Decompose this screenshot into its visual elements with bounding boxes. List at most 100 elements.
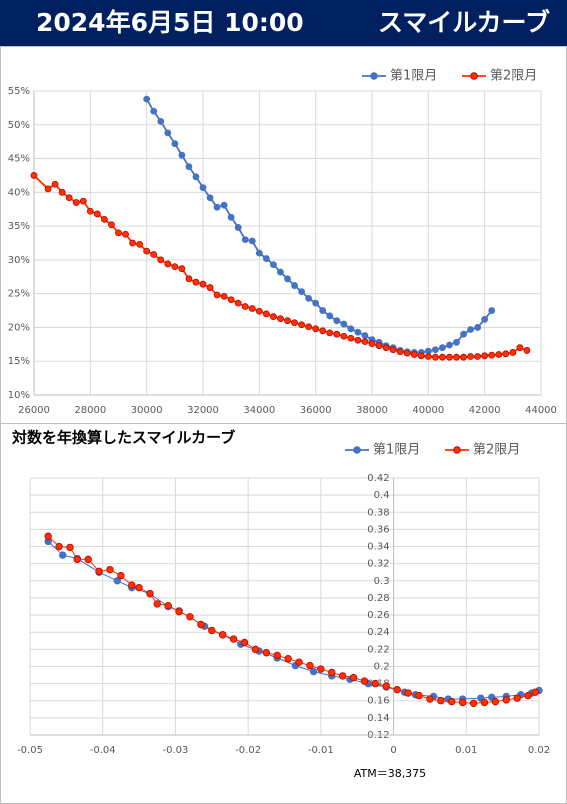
data-point <box>284 317 291 325</box>
data-point <box>234 299 242 307</box>
data-point <box>513 694 521 702</box>
data-point <box>227 296 235 304</box>
legend-label: 第1限月 <box>373 443 420 458</box>
data-point <box>262 310 270 318</box>
y-tick-label: 30% <box>8 255 30 266</box>
data-point <box>291 282 298 289</box>
y-tick-label: 0.2 <box>374 661 390 672</box>
data-point <box>115 229 122 237</box>
data-point <box>93 210 101 218</box>
data-point <box>65 194 73 202</box>
legend-marker <box>453 446 461 454</box>
data-point <box>389 346 397 354</box>
data-point <box>106 565 114 574</box>
data-point <box>305 294 313 302</box>
data-point <box>431 346 439 354</box>
data-point <box>361 338 369 346</box>
data-point <box>340 332 348 340</box>
data-point <box>319 307 327 314</box>
data-point <box>44 532 52 540</box>
y-tick-label: 0.28 <box>367 593 389 604</box>
data-point <box>448 697 456 706</box>
data-point <box>255 249 263 257</box>
data-point <box>143 95 151 103</box>
y-tick-label: 0.22 <box>367 644 389 655</box>
y-tick-label: 0.36 <box>367 524 389 535</box>
x-tick-label: -0.05 <box>17 745 43 756</box>
data-point <box>368 340 376 348</box>
data-point <box>150 251 158 258</box>
annotation: ATM＝38,375 <box>354 767 426 780</box>
data-point <box>467 326 474 333</box>
y-tick-label: 0.24 <box>367 627 389 638</box>
y-tick-label: 45% <box>8 154 30 165</box>
data-point <box>382 344 390 352</box>
data-point <box>516 344 524 352</box>
x-tick-label: 38000 <box>356 405 388 416</box>
data-point <box>208 626 216 635</box>
header-title: スマイルカーブ <box>378 8 550 37</box>
y-tick-label: 15% <box>8 356 30 367</box>
y-tick-label: 0.3 <box>374 576 390 587</box>
data-point <box>185 163 193 171</box>
y-tick-label: 0.42 <box>367 473 389 484</box>
data-point <box>186 613 194 621</box>
data-point <box>361 332 369 339</box>
header-date: 2024年6月5日 10:00 <box>36 8 304 37</box>
data-point <box>218 631 227 639</box>
data-point <box>157 118 165 125</box>
y-tick-label: 0.38 <box>367 507 389 518</box>
data-point <box>58 188 66 196</box>
data-point <box>199 280 207 288</box>
data-point <box>117 571 125 580</box>
x-tick-label: -0.03 <box>162 745 188 756</box>
data-point <box>298 288 305 296</box>
data-point <box>437 697 445 705</box>
data-point <box>371 679 380 688</box>
y-tick-label: 0.34 <box>367 542 389 553</box>
data-point <box>122 230 129 238</box>
data-point <box>488 307 496 314</box>
data-point <box>248 237 256 245</box>
data-point <box>240 638 249 647</box>
x-tick-label: 36000 <box>300 405 332 416</box>
data-point <box>164 601 172 610</box>
data-point <box>426 695 434 703</box>
data-point <box>481 352 489 360</box>
data-point <box>171 140 179 148</box>
y-tick-label: 10% <box>8 390 30 401</box>
data-point <box>220 292 228 300</box>
data-point <box>206 194 214 202</box>
data-point <box>197 620 205 629</box>
frame <box>0 46 567 804</box>
data-point <box>150 107 158 115</box>
data-point <box>113 577 121 585</box>
data-point <box>270 261 277 269</box>
data-point <box>206 284 214 291</box>
y-tick-label: 0.14 <box>367 713 389 724</box>
x-tick-label: 26000 <box>18 405 50 416</box>
data-point <box>199 184 207 192</box>
data-point <box>467 353 474 360</box>
data-point <box>178 151 186 159</box>
data-point <box>439 344 446 352</box>
data-point <box>338 672 347 680</box>
data-point <box>317 665 325 673</box>
legend-marker <box>370 72 378 80</box>
data-point <box>502 350 510 358</box>
data-point <box>86 207 94 215</box>
data-point <box>439 353 446 361</box>
y-tick-label: 25% <box>8 289 30 300</box>
data-point <box>128 581 136 589</box>
data-point <box>72 199 80 206</box>
x-tick-label: 40000 <box>412 405 444 416</box>
data-point <box>474 324 482 331</box>
data-point <box>306 661 314 670</box>
data-point <box>178 265 186 273</box>
y-tick-label: 0.32 <box>367 559 389 570</box>
x-tick-label: -0.01 <box>308 745 334 756</box>
y-tick-label: 35% <box>8 221 30 232</box>
data-point <box>108 221 115 229</box>
data-point <box>382 682 390 690</box>
